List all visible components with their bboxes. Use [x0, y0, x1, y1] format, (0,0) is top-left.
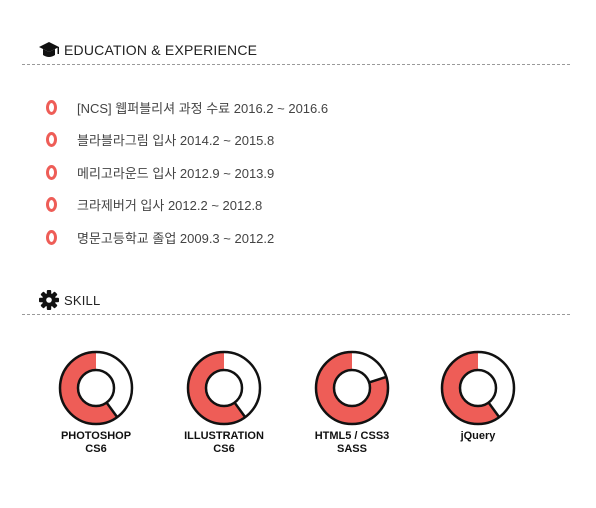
skill-donut-chart	[314, 350, 390, 426]
skill-level-arc	[316, 352, 388, 424]
skill-level-arc	[60, 352, 118, 424]
skill-level-divider	[368, 375, 387, 384]
skill-label: jQuery	[418, 430, 538, 443]
skill-level-arc	[442, 352, 500, 424]
list-item: 크라제버거 입사 2012.2 ~ 2012.8	[46, 194, 328, 216]
skill-donut-chart	[440, 350, 516, 426]
list-item: 블라블라그림 입사 2014.2 ~ 2015.8	[46, 129, 328, 151]
skill-version: CS6	[85, 443, 107, 455]
education-item-text: 블라블라그림 입사 2014.2 ~ 2015.8	[77, 133, 275, 148]
ring-bullet-icon	[46, 229, 57, 245]
skill-divider	[22, 314, 570, 315]
ring-bullet-icon	[46, 99, 57, 115]
skill-version: CS6	[213, 443, 235, 455]
education-heading: EDUCATION & EXPERIENCE	[38, 40, 257, 60]
education-item-text: 명문고등학교 졸업 2009.3 ~ 2012.2	[77, 230, 275, 246]
skill-name: PHOTOSHOP	[60, 430, 132, 442]
skill-html-css: HTML5 / CSS3 SASS	[292, 350, 412, 456]
skill-list: PHOTOSHOP CS6 ILLUSTRATION CS6 HTML5 / C…	[0, 350, 596, 480]
skill-label: HTML5 / CSS3 SASS	[292, 430, 412, 456]
skill-donut-chart	[186, 350, 262, 426]
skill-level-divider	[487, 401, 501, 418]
list-item: 메리고라운드 입사 2012.9 ~ 2013.9	[46, 161, 328, 183]
education-item-text: 메리고라운드 입사 2012.9 ~ 2013.9	[77, 165, 275, 181]
gear-icon	[38, 290, 60, 310]
education-title: EDUCATION & EXPERIENCE	[64, 42, 258, 58]
skill-level-divider	[105, 401, 119, 418]
education-list: [NCS] 웹퍼블리셔 과정 수료 2016.2 ~ 2016.6 블라블라그림…	[46, 96, 328, 259]
skill-label: PHOTOSHOP CS6	[36, 430, 156, 456]
education-item-text: 크라제버거 입사 2012.2 ~ 2012.8	[77, 198, 263, 213]
education-item-text: [NCS] 웹퍼블리셔 과정 수료 2016.2 ~ 2016.6	[77, 100, 329, 116]
skill-donut-chart	[58, 350, 134, 426]
skill-heading: SKILL	[38, 290, 100, 310]
skill-jquery: jQuery	[418, 350, 538, 443]
ring-bullet-icon	[46, 132, 57, 147]
list-item: [NCS] 웹퍼블리셔 과정 수료 2016.2 ~ 2016.6	[46, 96, 328, 118]
ring-bullet-icon	[46, 164, 57, 180]
skill-level-arc	[188, 352, 246, 424]
skill-title: SKILL	[64, 292, 101, 308]
skill-name: jQuery	[460, 430, 496, 442]
skill-photoshop: PHOTOSHOP CS6	[36, 350, 156, 456]
graduation-cap-icon	[38, 40, 60, 60]
skill-version: SASS	[337, 443, 367, 455]
skill-illustration: ILLUSTRATION CS6	[164, 350, 284, 456]
skill-label: ILLUSTRATION CS6	[164, 430, 284, 456]
ring-bullet-icon	[46, 197, 57, 212]
list-item: 명문고등학교 졸업 2009.3 ~ 2012.2	[46, 226, 328, 248]
skill-level-divider	[233, 401, 247, 418]
skill-name: HTML5 / CSS3	[314, 430, 390, 442]
education-divider	[22, 64, 570, 65]
skill-name: ILLUSTRATION	[184, 430, 264, 442]
